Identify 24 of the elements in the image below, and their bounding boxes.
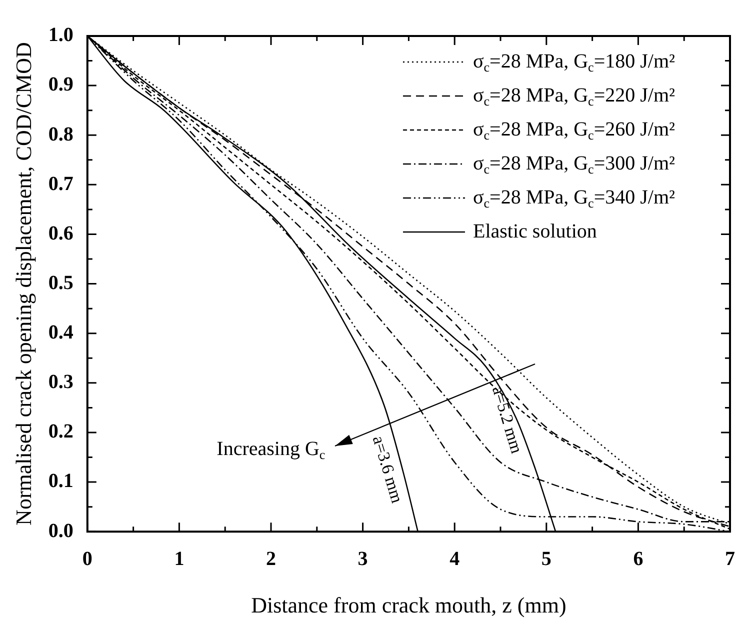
x-tick-label: 0 — [82, 548, 92, 570]
y-tick-label: 1.0 — [48, 24, 74, 46]
y-tick-label: 0.2 — [48, 420, 74, 443]
y-tick-label: 0.0 — [48, 520, 74, 542]
y-tick-label: 0.3 — [48, 371, 74, 394]
y-tick-label: 0.6 — [48, 222, 74, 244]
x-tick-label: 7 — [725, 548, 735, 570]
x-tick-label: 5 — [541, 548, 552, 570]
y-tick-label: 0.9 — [48, 74, 74, 96]
x-axis-title: Distance from crack mouth, z (mm) — [251, 592, 566, 618]
annotation: a=5.2 mm — [488, 384, 526, 456]
y-tick-label: 0.1 — [48, 470, 74, 492]
y-tick-label: 0.5 — [48, 272, 74, 294]
y-tick-label: 0.7 — [48, 172, 74, 195]
x-tick-label: 1 — [174, 548, 184, 570]
legend-label: Elastic solution — [473, 220, 597, 242]
x-tick-label: 6 — [633, 548, 644, 570]
x-tick-label: 2 — [266, 548, 276, 570]
y-axis-title: Normalised crack opening displacement, COD/CMOD — [10, 42, 36, 526]
x-tick-label: 4 — [450, 548, 460, 570]
y-tick-label: 0.8 — [48, 123, 74, 146]
annotation: a=3.6 mm — [368, 434, 407, 506]
y-tick-label: 0.4 — [48, 322, 74, 344]
x-tick-label: 3 — [358, 548, 368, 570]
